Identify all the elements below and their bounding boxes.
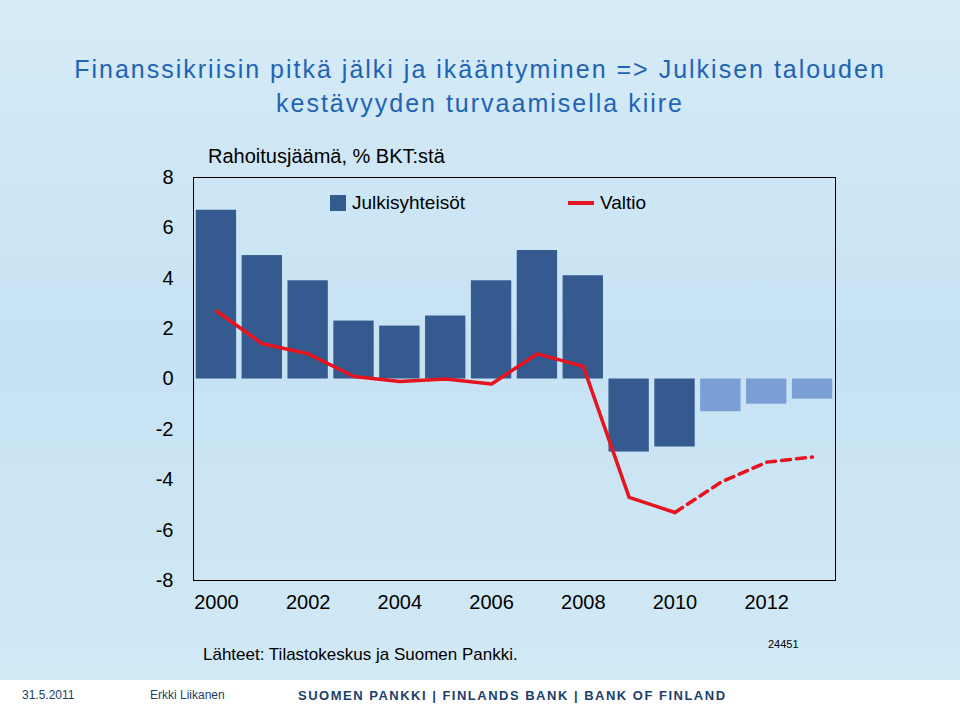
svg-text:2006: 2006 xyxy=(469,591,513,613)
svg-text:-2: -2 xyxy=(156,418,174,440)
html-text:Finanssikriisin pitkä jälki ja: Finanssikriisin pitkä jälki ja ikääntymi… xyxy=(74,55,886,117)
svg-text:8: 8 xyxy=(162,166,173,188)
html-text:Lähteet: Tilastokeskus ja Suom: Lähteet: Tilastokeskus ja Suomen Pankki. xyxy=(203,645,518,664)
html-text:Valtio: Valtio xyxy=(600,192,647,213)
html-text:Rahoitusjäämä, % BKT:stä: Rahoitusjäämä, % BKT:stä xyxy=(208,145,445,167)
html-text:Erkki Liikanen: Erkki Liikanen xyxy=(150,688,225,702)
svg-text:0: 0 xyxy=(162,367,173,389)
svg-text:2: 2 xyxy=(162,317,173,339)
svg-text:4: 4 xyxy=(162,267,173,289)
svg-text:2012: 2012 xyxy=(744,591,789,613)
svg-text:6: 6 xyxy=(162,216,173,238)
svg-text:2002: 2002 xyxy=(286,591,331,613)
svg-text:2004: 2004 xyxy=(378,591,423,613)
html-text:Julkisyhteisöt: Julkisyhteisöt xyxy=(352,192,465,213)
svg-text:-6: -6 xyxy=(156,519,174,541)
svg-text:-4: -4 xyxy=(156,468,174,490)
html-text:SUOMEN PANKKI | FINLANDS BANK: SUOMEN PANKKI | FINLANDS BANK | BANK OF … xyxy=(298,688,727,703)
svg-text:-8: -8 xyxy=(156,569,174,591)
html-text:31.5.2011: 31.5.2011 xyxy=(22,688,75,702)
svg-text:2000: 2000 xyxy=(194,591,239,613)
html-text:24451: 24451 xyxy=(768,638,799,650)
svg-text:2010: 2010 xyxy=(653,591,698,613)
svg-text:2008: 2008 xyxy=(561,591,606,613)
